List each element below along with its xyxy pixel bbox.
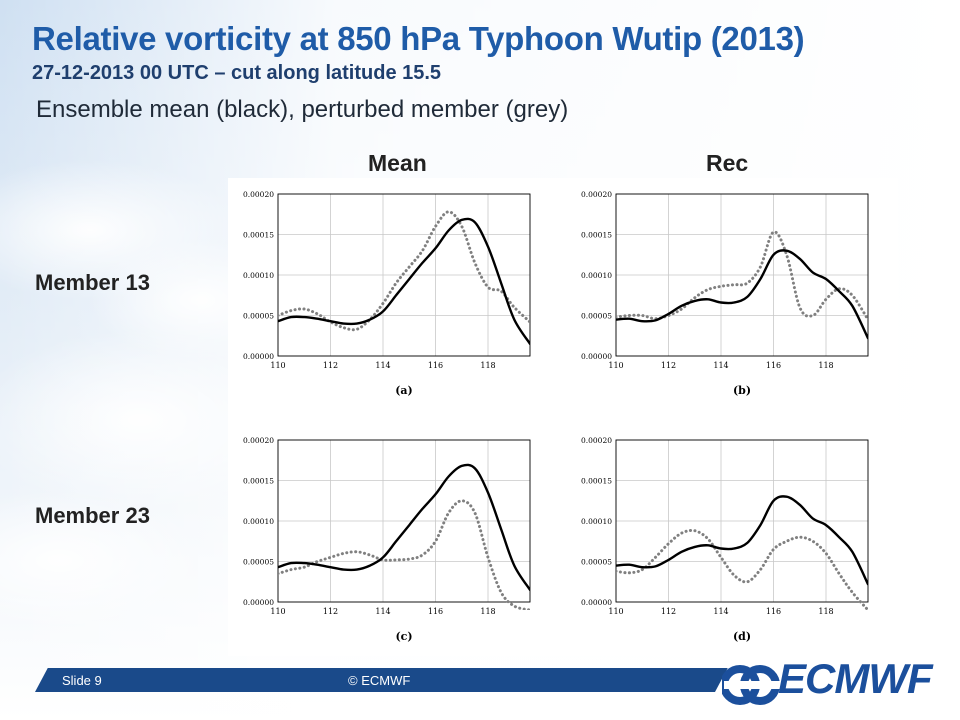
x-tick-label: 110 <box>608 361 623 370</box>
column-header-rec: Rec <box>706 150 749 176</box>
y-tick-label: 0.00015 <box>581 477 612 486</box>
y-tick-label: 0.00010 <box>243 271 274 280</box>
y-tick-label: 0.00005 <box>243 312 274 321</box>
chart-grid-background <box>228 178 898 656</box>
x-tick-label: 114 <box>713 361 728 370</box>
x-tick-label: 116 <box>428 361 443 370</box>
perturbed-member-line <box>278 210 530 332</box>
x-tick-label: 114 <box>375 607 390 616</box>
column-header-mean: Mean <box>368 150 427 176</box>
y-tick-label: 0.00000 <box>243 352 274 361</box>
footer-copyright: © ECMWF <box>348 673 411 688</box>
plot-frame <box>615 193 869 357</box>
x-tick-label: 110 <box>270 607 285 616</box>
y-tick-label: 0.00010 <box>243 517 274 526</box>
x-tick-label: 118 <box>480 607 495 616</box>
y-tick-label: 0.00010 <box>581 517 612 526</box>
panel-label: (d) <box>733 630 751 643</box>
plot-frame <box>615 439 869 603</box>
y-tick-label: 0.00000 <box>581 352 612 361</box>
y-tick-label: 0.00020 <box>243 436 274 445</box>
y-tick-label: 0.00005 <box>243 558 274 567</box>
y-tick-label: 0.00020 <box>243 190 274 199</box>
row-header-member-23: Member 23 <box>35 503 150 528</box>
x-tick-label: 116 <box>428 607 443 616</box>
perturbed-member-line <box>616 528 868 610</box>
ensemble-mean-line <box>278 463 530 592</box>
footer-slide-number: Slide 9 <box>62 673 102 688</box>
x-tick-label: 118 <box>818 607 833 616</box>
y-tick-label: 0.00015 <box>243 231 274 240</box>
x-tick-label: 110 <box>608 607 623 616</box>
slide-description: Ensemble mean (black), perturbed member … <box>36 96 569 123</box>
plot-frame <box>277 193 531 357</box>
perturbed-member-line <box>616 230 868 322</box>
ensemble-mean-line <box>616 249 868 340</box>
chart-panel-1: 110 112 114 116 118 0.00000 0.00005 0.00010 0.00… <box>243 190 531 397</box>
y-tick-label: 0.00000 <box>243 598 274 607</box>
x-tick-label: 112 <box>323 607 338 616</box>
x-tick-label: 112 <box>323 361 338 370</box>
y-tick-label: 0.00015 <box>581 231 612 240</box>
ensemble-mean-line <box>278 217 530 345</box>
chart-panel-3: 110 112 114 116 118 0.00000 0.00005 0.00010 0.00… <box>243 436 531 643</box>
chart-grid: 110 112 114 116 118 0.00000 0.00005 0.00010 0.00… <box>228 178 898 656</box>
x-tick-label: 118 <box>818 361 833 370</box>
x-tick-label: 112 <box>661 361 676 370</box>
y-tick-label: 0.00010 <box>581 271 612 280</box>
y-tick-label: 0.00020 <box>581 190 612 199</box>
row-header-member-13: Member 13 <box>35 270 150 295</box>
x-tick-label: 114 <box>713 607 728 616</box>
y-tick-label: 0.00000 <box>581 598 612 607</box>
panel-label: (c) <box>395 630 412 643</box>
x-tick-label: 112 <box>661 607 676 616</box>
chart-panel-2: 110 112 114 116 118 0.00000 0.00005 0.00010 0.00… <box>581 190 869 397</box>
ensemble-mean-line <box>616 495 868 586</box>
x-tick-label: 114 <box>375 361 390 370</box>
y-tick-label: 0.00020 <box>581 436 612 445</box>
x-tick-label: 116 <box>766 361 781 370</box>
x-tick-label: 110 <box>270 361 285 370</box>
panel-label: (a) <box>395 384 413 397</box>
slide-title: Relative vorticity at 850 hPa Typhoon Wu… <box>32 20 805 57</box>
x-tick-label: 118 <box>480 361 495 370</box>
ecmwf-logo-text: ECMWF <box>778 655 933 702</box>
chart-panel-4: 110 112 114 116 118 0.00000 0.00005 0.00010 0.00… <box>581 436 869 643</box>
plot-frame <box>277 439 531 603</box>
ecmwf-logo-icon <box>722 665 782 705</box>
slide-subtitle: 27-12-2013 00 UTC – cut along latitude 1… <box>32 62 442 84</box>
y-tick-label: 0.00015 <box>243 477 274 486</box>
perturbed-member-line <box>278 499 530 610</box>
y-tick-label: 0.00005 <box>581 558 612 567</box>
y-tick-label: 0.00005 <box>581 312 612 321</box>
panel-label: (b) <box>733 384 751 397</box>
x-tick-label: 116 <box>766 607 781 616</box>
